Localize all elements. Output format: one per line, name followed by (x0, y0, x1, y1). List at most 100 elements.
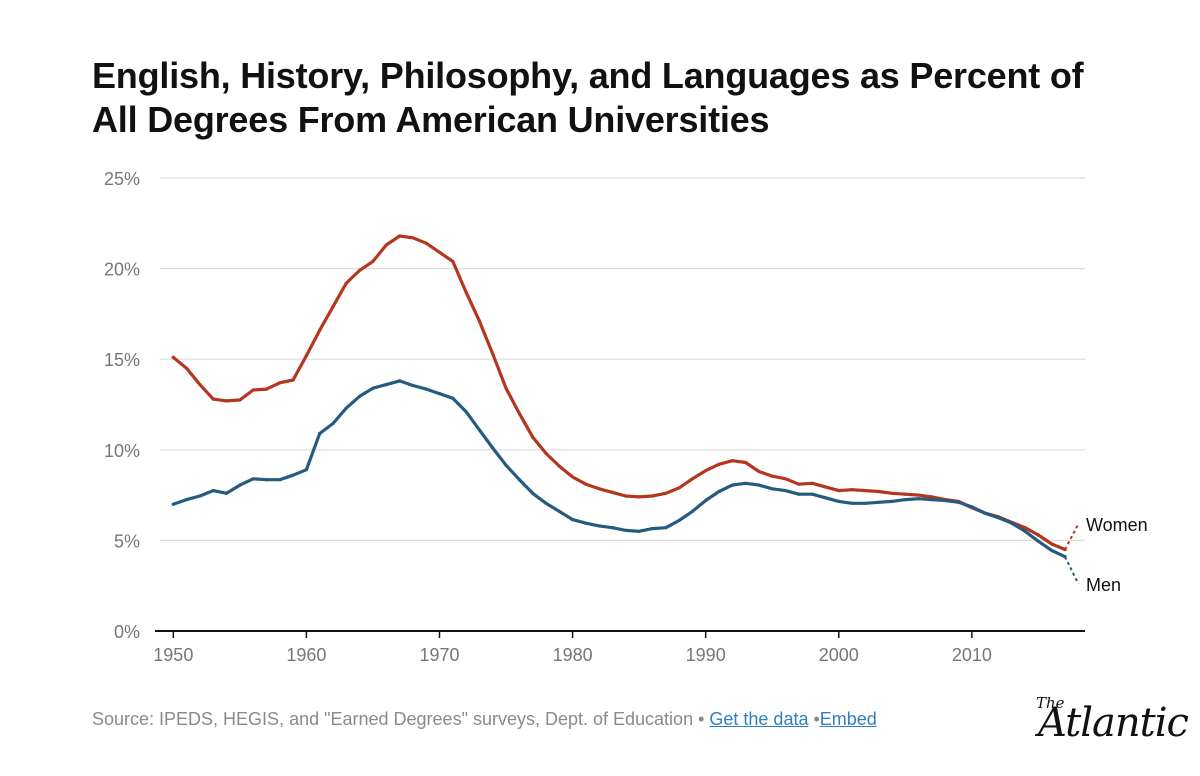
data-point (823, 485, 828, 489)
data-point (531, 491, 535, 495)
data-point (264, 387, 269, 391)
data-point (557, 464, 561, 468)
get-the-data-link[interactable]: Get the data (709, 709, 809, 729)
data-point (238, 398, 242, 402)
data-point (890, 499, 894, 503)
data-point (224, 491, 229, 495)
data-point (264, 478, 269, 482)
data-point (744, 460, 748, 465)
data-point (358, 394, 362, 398)
data-point (477, 319, 481, 323)
women-line (171, 234, 1067, 552)
data-point (677, 486, 681, 490)
embed-link[interactable]: Embed (819, 709, 877, 729)
data-point (384, 243, 388, 247)
data-point (690, 509, 695, 513)
men-line (171, 379, 1067, 559)
x-tick-label: 2010 (952, 645, 992, 665)
data-point (783, 489, 788, 493)
the-atlantic-logo[interactable]: The Atlantic (1036, 694, 1189, 750)
data-point (810, 481, 814, 485)
data-point (704, 469, 708, 473)
data-point (863, 489, 868, 493)
logo-the: The (1036, 694, 1065, 712)
data-point (531, 435, 535, 439)
data-point (504, 386, 508, 390)
data-point (1010, 521, 1014, 525)
data-point (224, 399, 229, 403)
data-point (304, 468, 308, 472)
data-point (517, 478, 522, 482)
x-tick-label: 1970 (419, 645, 459, 665)
data-point (411, 383, 415, 388)
x-tick-label: 1960 (286, 645, 326, 665)
data-point (757, 483, 761, 487)
data-point (930, 498, 934, 502)
chart-title-line-1: English, History, Philosophy, and Langua… (92, 55, 1084, 96)
data-point (477, 428, 481, 432)
data-point (1036, 533, 1040, 537)
data-point (744, 481, 748, 485)
data-point (597, 524, 601, 528)
separator-dot: • (808, 709, 820, 729)
data-point (544, 451, 548, 455)
data-point (810, 492, 814, 496)
data-point (491, 446, 495, 450)
data-point (797, 482, 801, 486)
data-point (637, 495, 641, 499)
y-tick-label: 10% (104, 441, 140, 461)
data-point (770, 474, 774, 478)
data-point (730, 483, 734, 487)
x-tick-label: 1950 (153, 645, 193, 665)
series-lines (171, 234, 1080, 585)
data-point (650, 494, 655, 498)
separator-dot: • (693, 709, 710, 729)
data-point (917, 493, 921, 497)
data-point (597, 487, 601, 491)
data-point (903, 492, 907, 496)
data-point (664, 526, 668, 530)
data-point (291, 378, 295, 382)
data-point (278, 478, 282, 482)
data-point (837, 489, 841, 493)
gridlines (160, 177, 1085, 542)
data-point (304, 354, 308, 358)
data-point (877, 500, 881, 504)
data-point (664, 491, 668, 495)
data-point (198, 494, 202, 498)
data-point (584, 521, 588, 525)
data-point (424, 387, 428, 391)
data-point (318, 431, 322, 436)
data-point (797, 492, 801, 496)
leader-line (1064, 556, 1080, 585)
data-point (198, 383, 202, 387)
data-point (957, 500, 961, 504)
data-point (398, 234, 402, 238)
data-point (571, 475, 575, 479)
data-point (1023, 529, 1027, 533)
x-axis: 1950 1960 1970 1980 1990 2000 2010 (153, 630, 1085, 665)
data-point (411, 236, 415, 240)
x-tick-label: 1990 (686, 645, 726, 665)
data-point (730, 459, 734, 463)
data-point (331, 305, 335, 309)
y-tick-label: 15% (104, 350, 140, 370)
data-point (251, 477, 255, 481)
women-label: Women (1086, 515, 1148, 535)
data-point (171, 502, 175, 506)
data-point (211, 489, 215, 493)
data-point (358, 268, 362, 272)
data-point (996, 516, 1001, 520)
data-point (491, 352, 495, 356)
data-point (610, 526, 615, 530)
data-point (823, 496, 828, 500)
data-point (783, 477, 788, 481)
data-point (424, 241, 428, 245)
data-point (903, 498, 907, 502)
data-point (704, 498, 708, 503)
data-point (717, 462, 721, 466)
data-point (517, 412, 522, 416)
y-tick-label: 5% (114, 531, 140, 551)
data-point (251, 388, 255, 392)
